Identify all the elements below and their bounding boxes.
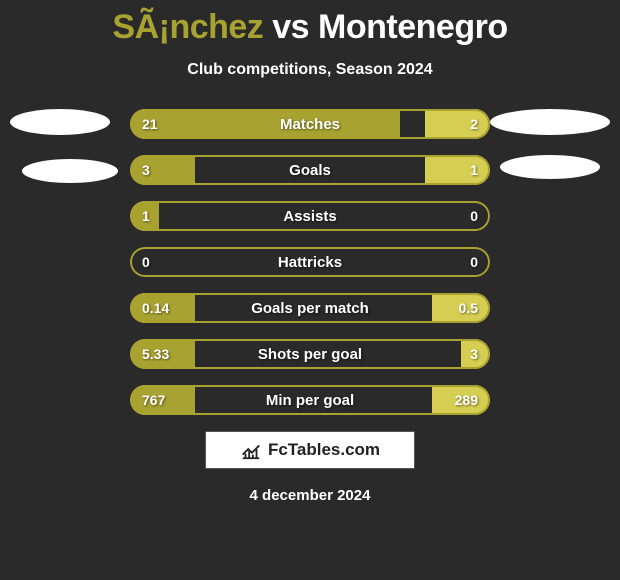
stat-value-right: 0 — [470, 201, 478, 231]
stat-value-left: 0.14 — [142, 293, 169, 323]
stat-row-min-per-goal: Min per goal767 289 — [130, 385, 490, 415]
player2-name: Montenegro — [318, 8, 508, 46]
ellipse-3 — [500, 155, 600, 179]
ellipse-1 — [22, 159, 118, 183]
stat-value-left: 3 — [142, 155, 150, 185]
stat-label: Matches — [130, 109, 490, 139]
stat-value-left: 5.33 — [142, 339, 169, 369]
ellipse-0 — [10, 109, 110, 135]
stat-label: Goals per match — [130, 293, 490, 323]
stat-label: Assists — [130, 201, 490, 231]
stat-value-right: 0.5 — [459, 293, 478, 323]
ellipse-2 — [490, 109, 610, 135]
stat-row-assists: Assists1 0 — [130, 201, 490, 231]
stat-label: Min per goal — [130, 385, 490, 415]
stat-row-goals: Goals3 1 — [130, 155, 490, 185]
stat-value-left: 1 — [142, 201, 150, 231]
footer-date: 4 december 2024 — [0, 487, 620, 504]
chart-icon — [240, 439, 262, 461]
stat-label: Hattricks — [130, 247, 490, 277]
stat-row-matches: Matches21 2 — [130, 109, 490, 139]
stat-row-shots-per-goal: Shots per goal5.33 3 — [130, 339, 490, 369]
stat-value-right: 2 — [470, 109, 478, 139]
footer-logo: FcTables.com — [205, 431, 415, 469]
stat-value-right: 289 — [455, 385, 478, 415]
stats-container: Matches212Goals31Assists10Hattricks00Goa… — [130, 109, 490, 415]
footer-logo-text: FcTables.com — [268, 440, 380, 460]
stat-value-right: 1 — [470, 155, 478, 185]
stat-value-right: 3 — [470, 339, 478, 369]
stat-label: Goals — [130, 155, 490, 185]
vs-text: vs — [272, 8, 309, 46]
stat-value-left: 767 — [142, 385, 165, 415]
subtitle: Club competitions, Season 2024 — [0, 61, 620, 79]
stat-row-goals-per-match: Goals per match0.14 0.5 — [130, 293, 490, 323]
player1-name: SÃ¡nchez — [112, 8, 263, 46]
stat-row-hattricks: Hattricks0 0 — [130, 247, 490, 277]
comparison-title: SÃ¡nchez vs Montenegro — [0, 0, 620, 47]
stat-label: Shots per goal — [130, 339, 490, 369]
stat-value-left: 0 — [142, 247, 150, 277]
stat-value-left: 21 — [142, 109, 158, 139]
chart-area: Matches212Goals31Assists10Hattricks00Goa… — [0, 109, 620, 415]
stat-value-right: 0 — [470, 247, 478, 277]
